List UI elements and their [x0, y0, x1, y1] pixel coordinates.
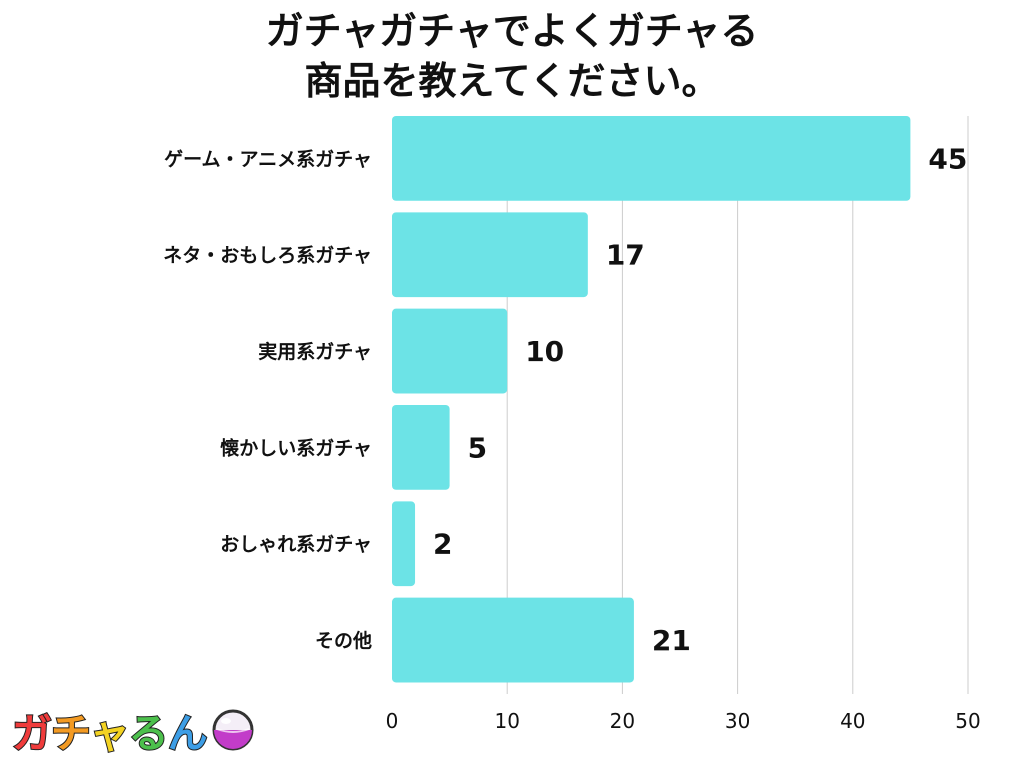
value-label: 21 — [652, 624, 691, 657]
x-tick-label: 0 — [386, 709, 399, 733]
value-label: 5 — [468, 431, 487, 464]
x-tick-label: 20 — [610, 709, 635, 733]
bar — [392, 597, 634, 683]
value-label: 2 — [433, 528, 452, 561]
bars — [392, 116, 911, 683]
logo-char: ん — [167, 710, 209, 758]
value-label: 17 — [606, 239, 645, 272]
category-label: おしゃれ系ガチャ — [220, 534, 372, 556]
logo-char: る — [128, 710, 170, 758]
chart-title-line-2: 商品を教えてください。 — [304, 59, 720, 103]
category-labels: ゲーム・アニメ系ガチャネタ・おもしろ系ガチャ実用系ガチャ懐かしい系ガチャおしゃれ… — [163, 148, 372, 652]
chart-title: ガチャガチャでよくガチャる 商品を教えてください。 — [0, 6, 1024, 106]
x-tick-label: 50 — [955, 709, 980, 733]
logo-char: チ — [50, 710, 92, 758]
x-tick-label: 10 — [494, 709, 519, 733]
gacha-capsule-icon — [212, 709, 254, 751]
bar — [392, 308, 508, 394]
gacharun-logo: ガチャるん — [11, 701, 255, 759]
x-tick-label: 40 — [840, 709, 865, 733]
x-tick-label: 30 — [725, 709, 750, 733]
logo-char: ガ — [11, 710, 53, 758]
category-label: ゲーム・アニメ系ガチャ — [164, 148, 372, 170]
bar — [392, 212, 588, 298]
chart-title-line-1: ガチャガチャでよくガチャる — [265, 9, 759, 53]
category-label: 実用系ガチャ — [258, 340, 372, 363]
value-label: 45 — [928, 142, 967, 175]
value-labels: 45 17 10 5 2 21 — [433, 142, 967, 657]
category-label: 懐かしい系ガチャ — [220, 436, 372, 459]
x-axis-ticks: 0 10 20 30 40 50 — [386, 709, 981, 733]
bar — [392, 405, 450, 490]
logo-text: ガチャるん — [11, 701, 209, 759]
bar — [392, 116, 911, 201]
bar — [392, 501, 416, 587]
value-label: 10 — [525, 335, 564, 368]
category-label: その他 — [315, 629, 372, 652]
logo-char: ャ — [89, 710, 131, 758]
category-label: ネタ・おもしろ系ガチャ — [163, 245, 372, 267]
